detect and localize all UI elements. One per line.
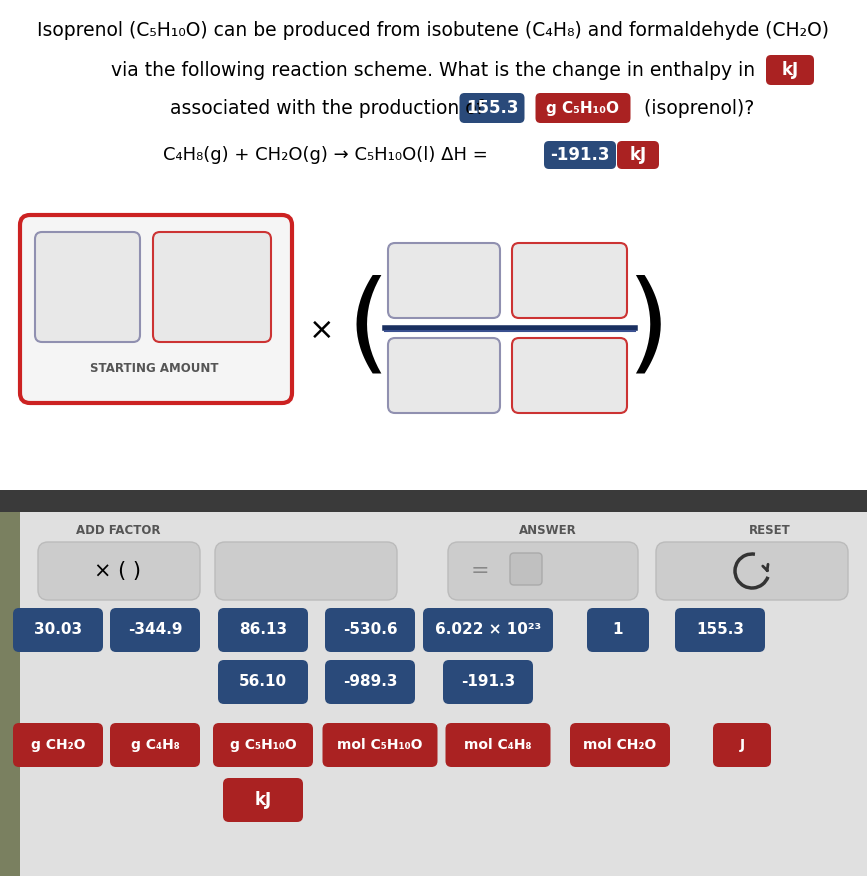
Text: via the following reaction scheme. What is the change in enthalpy in: via the following reaction scheme. What … [111,60,755,80]
FancyBboxPatch shape [460,93,525,123]
Text: mol C₅H₁₀O: mol C₅H₁₀O [337,738,423,752]
FancyBboxPatch shape [617,141,659,169]
FancyBboxPatch shape [512,243,627,318]
Bar [20,512,867,876]
FancyBboxPatch shape [110,723,200,767]
FancyBboxPatch shape [570,723,670,767]
Text: mol C₄H₈: mol C₄H₈ [464,738,531,752]
Text: 6.022 × 10²³: 6.022 × 10²³ [435,623,541,638]
Text: ×: × [310,315,335,344]
FancyBboxPatch shape [325,660,415,704]
Text: (: ( [347,274,389,382]
Text: (isoprenol)?: (isoprenol)? [638,98,754,117]
FancyBboxPatch shape [656,542,848,600]
Text: -989.3: -989.3 [342,675,397,689]
Text: C₄H₈(g) + CH₂O(g) → C₅H₁₀O(l) ΔH =: C₄H₈(g) + CH₂O(g) → C₅H₁₀O(l) ΔH = [163,146,488,164]
Text: -344.9: -344.9 [127,623,182,638]
Text: -191.3: -191.3 [461,675,515,689]
FancyBboxPatch shape [110,608,200,652]
Text: 1: 1 [613,623,623,638]
FancyBboxPatch shape [35,232,140,342]
FancyBboxPatch shape [218,608,308,652]
FancyBboxPatch shape [325,608,415,652]
Bar [0,0,867,490]
Bar [0,490,867,512]
FancyBboxPatch shape [20,215,292,403]
Text: g CH₂O: g CH₂O [30,738,85,752]
Text: -530.6: -530.6 [342,623,397,638]
Text: ): ) [626,274,669,382]
Text: 155.3: 155.3 [466,99,518,117]
FancyBboxPatch shape [388,338,500,413]
Bar [0,512,867,876]
FancyBboxPatch shape [423,608,553,652]
FancyBboxPatch shape [675,608,765,652]
FancyBboxPatch shape [323,723,438,767]
FancyBboxPatch shape [510,553,542,585]
FancyBboxPatch shape [388,243,500,318]
FancyBboxPatch shape [713,723,771,767]
FancyBboxPatch shape [443,660,533,704]
FancyBboxPatch shape [587,608,649,652]
FancyBboxPatch shape [766,55,814,85]
Text: kJ: kJ [254,791,271,809]
FancyBboxPatch shape [153,232,271,342]
FancyBboxPatch shape [13,723,103,767]
Text: g C₄H₈: g C₄H₈ [131,738,179,752]
FancyBboxPatch shape [446,723,551,767]
FancyBboxPatch shape [215,542,397,600]
Text: ADD FACTOR: ADD FACTOR [75,524,160,536]
FancyBboxPatch shape [512,338,627,413]
Text: 30.03: 30.03 [34,623,82,638]
Text: =: = [471,561,489,581]
FancyBboxPatch shape [38,542,200,600]
FancyBboxPatch shape [213,723,313,767]
Text: 56.10: 56.10 [239,675,287,689]
FancyBboxPatch shape [13,608,103,652]
Text: g C₅H₁₀O: g C₅H₁₀O [546,101,620,116]
FancyBboxPatch shape [218,660,308,704]
FancyBboxPatch shape [536,93,630,123]
Text: kJ: kJ [781,61,799,79]
Text: associated with the production of: associated with the production of [170,98,495,117]
Text: × ( ): × ( ) [95,561,141,581]
Text: J: J [740,738,745,752]
Text: -191.3: -191.3 [551,146,610,164]
FancyBboxPatch shape [223,778,303,822]
FancyBboxPatch shape [544,141,616,169]
Text: kJ: kJ [629,146,647,164]
Text: ANSWER: ANSWER [519,524,577,536]
Text: STARTING AMOUNT: STARTING AMOUNT [90,362,218,375]
Text: mol CH₂O: mol CH₂O [583,738,656,752]
Text: g C₅H₁₀O: g C₅H₁₀O [230,738,297,752]
FancyBboxPatch shape [448,542,638,600]
Text: Isoprenol (C₅H₁₀O) can be produced from isobutene (C₄H₈) and formaldehyde (CH₂O): Isoprenol (C₅H₁₀O) can be produced from … [37,20,829,39]
Bar [0,490,20,876]
Text: 86.13: 86.13 [239,623,287,638]
Text: RESET: RESET [749,524,791,536]
Text: 155.3: 155.3 [696,623,744,638]
